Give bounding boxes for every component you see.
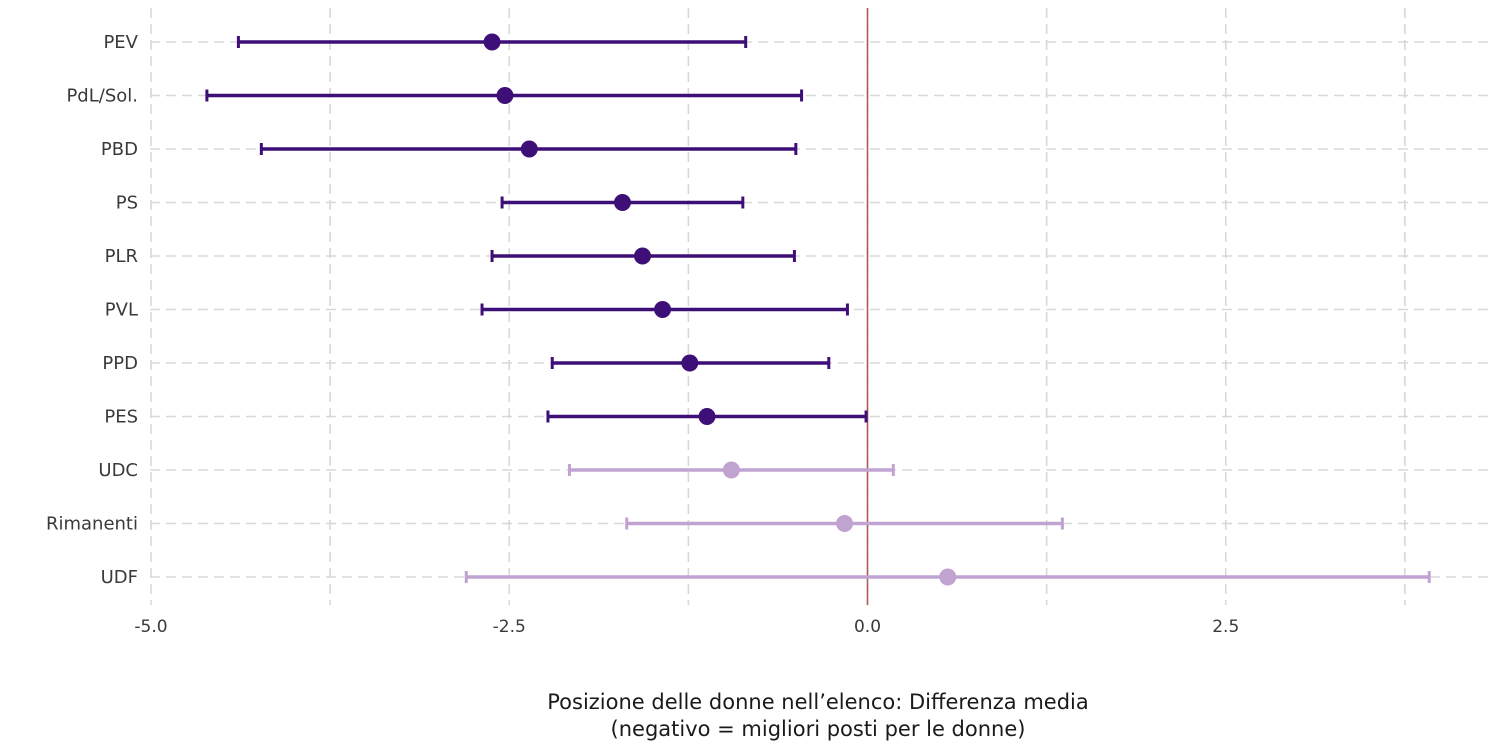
estimate-point: [698, 408, 716, 425]
estimate-point: [496, 87, 514, 104]
category-label: PdL/Sol.: [66, 86, 138, 107]
estimate-point: [634, 247, 652, 265]
x-tick-label: -5.0: [134, 617, 167, 637]
x-tick-label: 0.0: [854, 617, 881, 637]
estimate-point: [939, 568, 957, 586]
estimate-point: [613, 194, 631, 211]
category-label: PES: [104, 407, 138, 428]
estimate-point: [681, 354, 699, 372]
category-label: PBD: [101, 139, 138, 160]
estimate-point: [722, 461, 740, 479]
estimate-points: [483, 33, 957, 586]
estimate-point: [836, 515, 854, 532]
estimate-point: [483, 33, 501, 51]
x-axis-title-line2: (negativo = migliori posti per le donne): [611, 717, 1026, 741]
category-label: PLR: [105, 246, 138, 267]
x-tick-label: -2.5: [493, 617, 526, 637]
category-label: PEV: [103, 32, 138, 53]
category-label: PS: [116, 193, 138, 214]
x-tick-label: 2.5: [1212, 617, 1239, 637]
x-axis-title-line1: Posizione delle donne nell’elenco: Diffe…: [547, 690, 1089, 714]
x-axis-ticks: -5.0 -2.5 0.0 2.5: [134, 617, 1239, 637]
category-label: Rimanenti: [46, 514, 138, 535]
estimate-point: [654, 301, 672, 318]
category-label: UDC: [98, 460, 138, 481]
category-label: PPD: [102, 353, 138, 374]
grid-lines: [150, 8, 1490, 605]
category-labels: PEV PdL/Sol. PBD PS PLR PVL PPD PES UDC Rimanenti…: [46, 32, 139, 588]
category-label: PVL: [105, 300, 138, 321]
estimate-point: [520, 140, 538, 158]
category-label: UDF: [101, 567, 138, 588]
